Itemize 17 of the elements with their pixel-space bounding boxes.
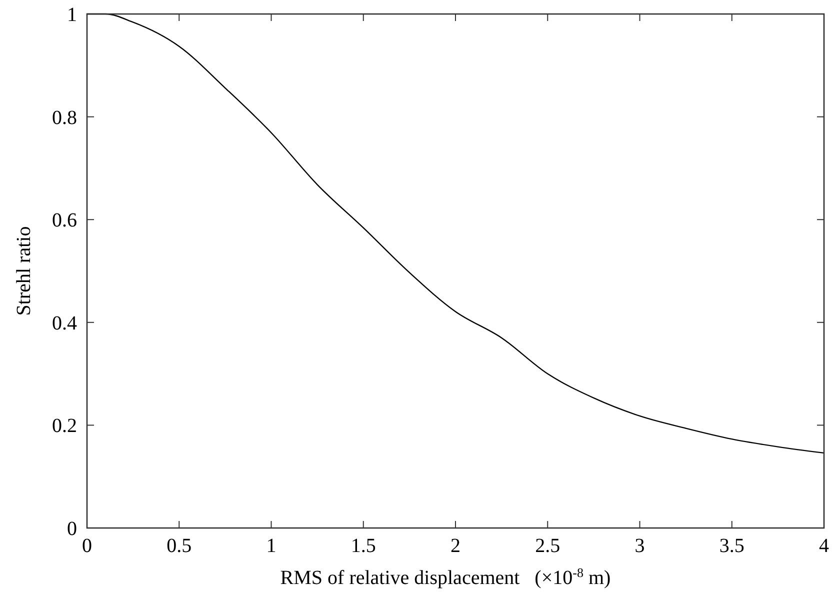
y-tick-label: 0: [67, 518, 77, 540]
x-tick-label: 1.5: [350, 535, 376, 557]
x-tick-label: 2.5: [535, 535, 560, 557]
x-tick-label: 4: [819, 535, 829, 557]
x-tick-label: 1: [266, 535, 276, 557]
y-tick-label: 0.6: [52, 210, 77, 232]
y-axis-title: Strehl ratio: [13, 226, 35, 316]
x-tick-label: 0: [82, 535, 92, 557]
x-axis-title: RMS of relative displacement (×10$^{-8}$ m): [280, 564, 611, 589]
x-tick-label: 3: [634, 535, 645, 557]
y-tick-label: 0.2: [52, 415, 77, 438]
x-tick-label: 2: [450, 535, 460, 557]
x-tick-label: 3.5: [719, 535, 744, 557]
y-tick-label: 0.8: [52, 106, 77, 129]
y-tick-label: 0.4: [52, 312, 77, 334]
y-tick-label: 1: [67, 4, 77, 26]
x-tick-label: 0.5: [166, 535, 192, 557]
